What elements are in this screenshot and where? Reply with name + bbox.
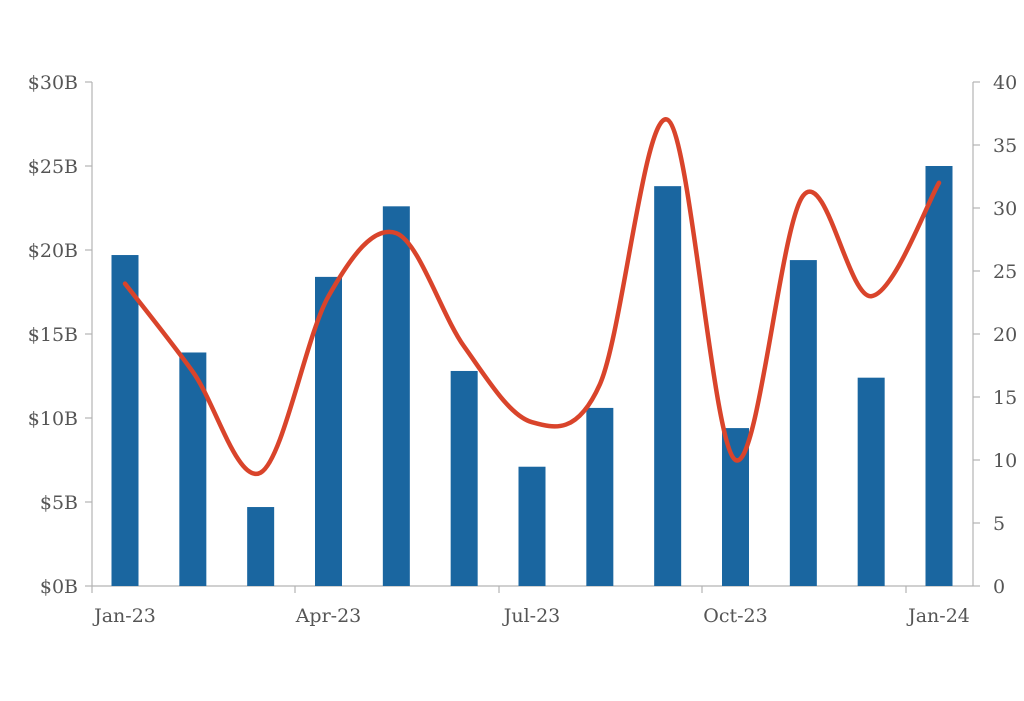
bar xyxy=(247,507,275,586)
left-tick-label: $25B xyxy=(28,156,78,178)
bar xyxy=(925,166,953,586)
bar xyxy=(857,377,885,586)
right-tick-label: 15 xyxy=(993,387,1017,409)
right-y-axis: 0 5 10 15 20 25 30 35 40 xyxy=(972,72,1017,598)
left-tick-label: $0B xyxy=(40,576,78,598)
bar xyxy=(315,276,342,586)
right-tick-label: 35 xyxy=(993,135,1017,157)
left-y-axis: $0B $5B $10B $15B $20B $25B $30B xyxy=(28,72,93,598)
right-tick-label: 25 xyxy=(993,261,1017,283)
bar xyxy=(654,186,682,586)
line-series xyxy=(122,117,942,477)
left-tick-label: $15B xyxy=(28,324,78,346)
x-tick-label: Apr-23 xyxy=(295,605,362,627)
bar-series xyxy=(111,166,953,587)
bar xyxy=(586,407,614,586)
bar xyxy=(789,260,817,586)
bar xyxy=(382,206,410,586)
x-tick-label: Oct-23 xyxy=(703,605,767,627)
right-tick-label: 10 xyxy=(993,450,1017,472)
bar xyxy=(111,255,139,587)
x-tick-label: Jan-24 xyxy=(906,605,970,627)
right-tick-label: 0 xyxy=(993,576,1005,598)
right-tick-label: 20 xyxy=(993,324,1017,346)
right-tick-label: 5 xyxy=(993,513,1005,535)
right-tick-label: 40 xyxy=(993,72,1017,94)
x-axis: Jan-23 Apr-23 Jul-23 Oct-23 Jan-24 xyxy=(91,585,973,627)
x-tick-label: Jul-23 xyxy=(502,605,561,627)
series-line-path xyxy=(122,117,942,477)
right-tick-label: 30 xyxy=(993,198,1017,220)
left-tick-label: $5B xyxy=(40,492,78,514)
left-tick-label: $10B xyxy=(28,408,78,430)
x-tick-label: Jan-23 xyxy=(92,605,156,627)
left-tick-label: $30B xyxy=(28,72,78,94)
left-tick-label: $20B xyxy=(28,240,78,262)
bar xyxy=(518,466,546,586)
bar xyxy=(450,370,478,586)
